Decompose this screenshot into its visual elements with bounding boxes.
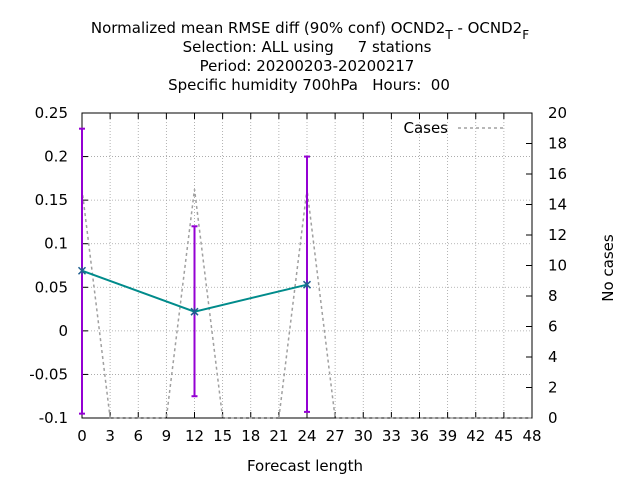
x-tick-label: 6: [133, 427, 143, 445]
y2-tick-label: 14: [548, 196, 567, 214]
y-tick-label: 0.15: [35, 191, 68, 209]
x-tick-label: 27: [326, 427, 345, 445]
y-tick-label: 0.2: [44, 148, 68, 166]
x-tick-label: 39: [438, 427, 457, 445]
mean-point: [77, 266, 87, 275]
y-tick-label: -0.05: [29, 365, 68, 383]
y2-tick-label: 18: [548, 135, 567, 153]
chart-title: Normalized mean RMSE diff (90% conf) OCN…: [91, 19, 529, 94]
y-tick-labels: -0.1 -0.05 0 0.05 0.1 0.15 0.2 0.25: [29, 104, 68, 427]
y2-tick-labels: 0 2 4 6 8 10 12 14 16 18 20: [548, 104, 567, 427]
x-tick-label: 15: [213, 427, 232, 445]
x-tick-label: 3: [105, 427, 115, 445]
y2-tick-label: 8: [548, 287, 558, 305]
x-tick-label: 24: [297, 427, 316, 445]
x-tick-label: 0: [77, 427, 87, 445]
legend-cases-label: Cases: [403, 119, 448, 137]
y2-tick-label: 4: [548, 348, 558, 366]
y2-tick-label: 16: [548, 165, 567, 183]
y2-tick-label: 0: [548, 409, 558, 427]
y2-tick-label: 6: [548, 318, 558, 336]
x-tick-label: 21: [269, 427, 288, 445]
legend: Cases: [403, 119, 506, 137]
y2-tick-label: 12: [548, 226, 567, 244]
x-tick-label: 18: [241, 427, 260, 445]
x-tick-label: 42: [466, 427, 485, 445]
x-tick-label: 36: [410, 427, 429, 445]
chart-title-line-3: Period: 20200203-20200217: [200, 57, 415, 75]
x-tick-label: 12: [185, 427, 204, 445]
y-tick-label: 0.25: [35, 104, 68, 122]
x-axis-label: Forecast length: [247, 457, 363, 475]
y2-tick-label: 2: [548, 379, 558, 397]
x-tick-label: 48: [522, 427, 541, 445]
mean-series: [77, 127, 312, 415]
mean-point: [302, 280, 312, 289]
x-tick-label: 30: [354, 427, 373, 445]
x-tick-label: 9: [162, 427, 172, 445]
y-tick-label: 0.05: [35, 278, 68, 296]
x-tick-label: 33: [382, 427, 401, 445]
chart-title-line-4: Specific humidity 700hPa Hours: 00: [168, 76, 450, 94]
x-tick-label: 45: [494, 427, 513, 445]
y-tick-label: -0.1: [39, 409, 68, 427]
x-tick-labels: 0 3 6 9 12 15 18 21 24 27 30 33 36 39 42 45 48: [77, 427, 541, 445]
y2-tick-label: 20: [548, 104, 567, 122]
y2-tick-label: 10: [548, 257, 567, 275]
y2-axis-label: No cases: [599, 234, 617, 302]
chart-title-line-2: Selection: ALL using 7 stations: [183, 38, 432, 56]
y-tick-label: 0: [58, 322, 68, 340]
mean-point: [190, 307, 199, 316]
chart-title-line-1: Normalized mean RMSE diff (90% conf) OCN…: [91, 19, 529, 42]
y-tick-label: 0.1: [44, 235, 68, 253]
